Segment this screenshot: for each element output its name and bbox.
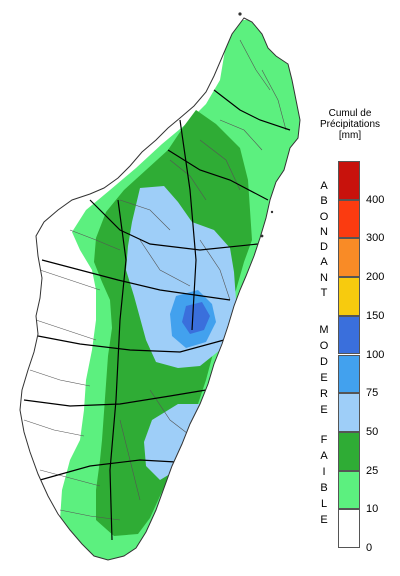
legend-category-letter: O bbox=[319, 210, 329, 223]
legend-category-letter: E bbox=[320, 514, 328, 526]
region-boundaries bbox=[23, 89, 291, 541]
legend-category-letter: F bbox=[320, 434, 328, 446]
madagascar-rainfall-map bbox=[19, 12, 301, 561]
legend-category-letter: B bbox=[320, 482, 328, 494]
legend-tick-label: 150 bbox=[366, 309, 385, 322]
legend-category-letter: A bbox=[320, 180, 328, 192]
legend-swatch bbox=[338, 277, 360, 316]
legend-title: Cumul de Précipitations [mm] bbox=[312, 108, 388, 141]
legend-tick-label: 10 bbox=[366, 503, 379, 516]
legend-swatch bbox=[338, 238, 360, 278]
legend-category-letter: N bbox=[320, 225, 328, 238]
islet bbox=[238, 12, 242, 16]
legend-category-letter: N bbox=[320, 271, 328, 284]
legend-category-letter: B bbox=[320, 195, 328, 208]
legend-category-letter: M bbox=[319, 324, 329, 336]
legend-swatch bbox=[338, 431, 360, 471]
legend-category-letter: E bbox=[320, 404, 328, 416]
legend-swatch bbox=[338, 393, 360, 432]
legend-category-letter: E bbox=[320, 372, 328, 384]
legend-swatch bbox=[338, 354, 360, 394]
legend-category-letter: I bbox=[322, 466, 326, 478]
coastline bbox=[19, 17, 301, 561]
legend-tick-label: 75 bbox=[366, 387, 379, 400]
islet bbox=[270, 210, 274, 214]
legend-tick-label: 400 bbox=[366, 193, 385, 206]
legend-tick-label: 100 bbox=[366, 348, 385, 361]
legend-tick-label: 0 bbox=[366, 542, 373, 554]
legend-category-letter: L bbox=[320, 498, 328, 510]
legend-title-line-2: Précipitations bbox=[319, 119, 381, 130]
zone-100-150 bbox=[182, 302, 210, 334]
legend-tick-label: 25 bbox=[366, 464, 379, 477]
legend-tick-label: 50 bbox=[366, 425, 379, 438]
legend-category-letter: R bbox=[320, 388, 328, 400]
legend-category-letter: O bbox=[319, 340, 329, 352]
legend-tick-label: 300 bbox=[366, 232, 385, 245]
legend-swatch bbox=[338, 161, 360, 200]
legend-swatch bbox=[338, 315, 360, 355]
legend-title-line-1: Cumul de bbox=[328, 108, 372, 119]
legend-category-letter: D bbox=[320, 356, 328, 368]
legend-category-letter: T bbox=[320, 287, 328, 299]
legend-tick-label: 200 bbox=[366, 271, 385, 284]
legend-swatch bbox=[338, 199, 360, 239]
legend-category-letter: D bbox=[320, 241, 328, 254]
legend-category-letter: A bbox=[320, 256, 328, 269]
islet bbox=[260, 234, 264, 238]
legend-swatch bbox=[338, 470, 360, 510]
legend-category-letter: A bbox=[320, 450, 328, 462]
legend-swatch bbox=[338, 509, 360, 548]
legend-color-bar bbox=[338, 161, 360, 548]
legend-title-line-3: [mm] bbox=[338, 130, 362, 141]
